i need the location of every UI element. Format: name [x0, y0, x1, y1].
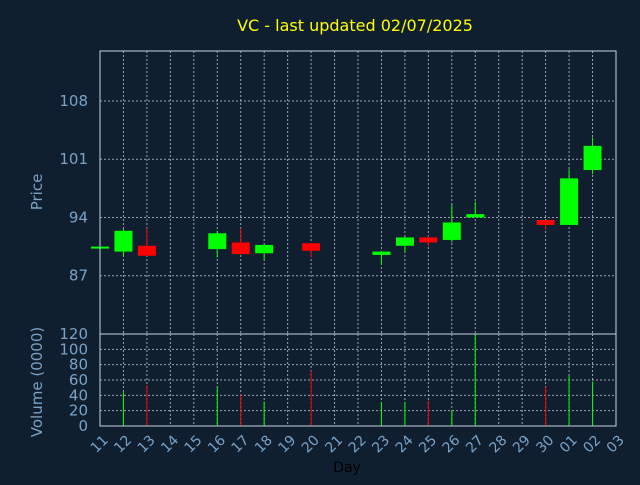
chart-title: VC - last updated 02/07/2025: [237, 16, 473, 35]
x-axis-label: Day: [333, 460, 361, 476]
volume-tick-label: 20: [69, 402, 88, 420]
price-tick-label: 87: [69, 267, 88, 285]
candles: [91, 137, 602, 265]
price-tick-label: 94: [69, 208, 88, 226]
volume-bars: [122, 334, 594, 426]
candle-body: [536, 219, 555, 225]
volume-grid: [100, 334, 616, 426]
volume-tick-label: 120: [59, 325, 88, 343]
volume-tick-label: 0: [78, 417, 88, 435]
candle-body: [114, 230, 133, 252]
volume-tick-label: 40: [69, 386, 88, 404]
candle-body: [395, 237, 414, 246]
candle-body: [302, 243, 321, 251]
volume-tick-label: 60: [69, 371, 88, 389]
volume-tick-label: 100: [59, 340, 88, 358]
x-tick-labels: 11 12 13 14 15 16 17 18 19 20 21 22 23 24 25 26 27 28 29 30…: [88, 432, 628, 456]
candle-body: [466, 214, 485, 218]
price-axis-label: Price: [28, 174, 46, 211]
candle-body: [419, 237, 438, 243]
price-tick-label: 108: [59, 92, 88, 110]
candle-body: [442, 222, 461, 240]
volume-axis-label: Volume (0000): [28, 327, 46, 437]
candle-body: [137, 245, 156, 256]
volume-panel-frame: [99, 333, 617, 427]
candle-body: [231, 242, 250, 255]
price-grid: [100, 51, 616, 334]
candle-body: [583, 145, 602, 171]
price-tick-labels: 87 94 101 108: [59, 92, 88, 285]
candle-body: [560, 178, 579, 225]
price-tick-label: 101: [59, 150, 88, 168]
candle-body: [255, 244, 274, 254]
volume-tick-label: 80: [69, 356, 88, 374]
candle-body: [372, 251, 391, 255]
candle-body: [208, 233, 227, 250]
